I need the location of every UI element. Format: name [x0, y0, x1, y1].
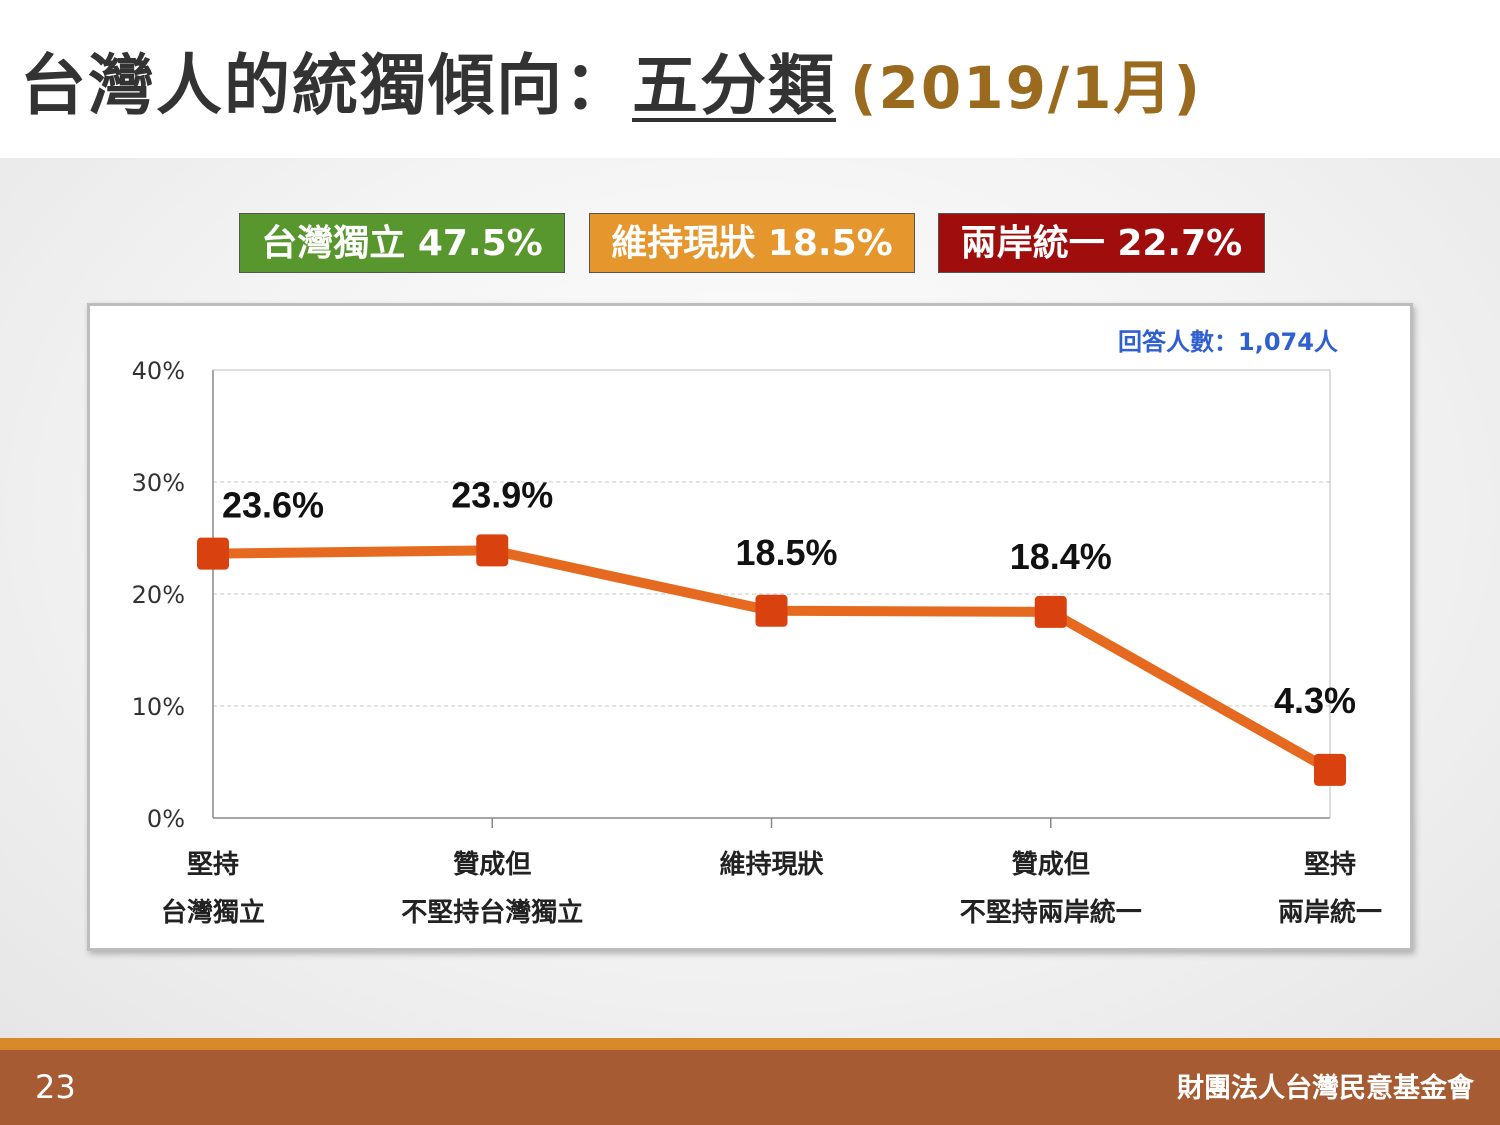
- x-category-label: 贊成但: [1012, 850, 1090, 880]
- footer-accent-line: [0, 1038, 1500, 1050]
- legend-status-quo: 維持現狀 18.5%: [589, 213, 915, 273]
- x-category-label: 堅持: [187, 850, 239, 880]
- data-label: 18.5%: [735, 532, 837, 573]
- data-point-marker: [755, 594, 788, 627]
- x-category-label: 台灣獨立: [161, 897, 265, 928]
- data-point-marker: [1314, 753, 1346, 786]
- y-axis-labels: 0% 10% 20% 30% 40%: [132, 357, 185, 833]
- respondents-count: 回答人數：1,074人: [1118, 328, 1338, 356]
- x-category-label: 贊成但: [453, 850, 531, 880]
- title-date: (2019/1月): [850, 54, 1202, 122]
- legend-independence: 台灣獨立 47.5%: [239, 213, 565, 273]
- title-main: 台灣人的統獨傾向：: [20, 47, 632, 124]
- x-category-label: 不堅持台灣獨立: [401, 897, 583, 928]
- data-point-marker: [197, 537, 229, 570]
- series-line: [212, 545, 1333, 775]
- chart-series: [197, 534, 1346, 786]
- title-bar: 台灣人的統獨傾向：五分類 (2019/1月): [0, 0, 1500, 158]
- y-tick-label: 30%: [132, 469, 185, 497]
- data-label: 23.9%: [451, 474, 553, 515]
- page-title: 台灣人的統獨傾向：五分類 (2019/1月): [20, 32, 1202, 128]
- x-category-label: 堅持: [1304, 850, 1356, 880]
- y-tick-label: 20%: [132, 581, 185, 609]
- data-labels: 23.6% 23.9% 18.5% 18.4% 4.3%: [222, 474, 1356, 721]
- page-number: 23: [35, 1068, 76, 1106]
- organization-name: 財團法人台灣民意基金會: [1177, 1073, 1474, 1104]
- y-tick-label: 0%: [147, 805, 185, 833]
- data-label: 4.3%: [1274, 680, 1356, 721]
- data-label: 18.4%: [1010, 536, 1112, 577]
- x-category-label: 不堅持兩岸統一: [960, 897, 1142, 928]
- legend-unification: 兩岸統一 22.7%: [938, 213, 1265, 273]
- chart-axes: [212, 369, 1331, 828]
- y-tick-label: 10%: [132, 693, 185, 721]
- data-point-marker: [1034, 595, 1067, 628]
- x-category-label: 維持現狀: [719, 849, 824, 880]
- data-point-marker: [476, 534, 509, 567]
- chart-frame: [87, 303, 1413, 951]
- y-tick-label: 40%: [132, 357, 185, 385]
- footer-bar: [0, 1050, 1500, 1125]
- data-label: 23.6%: [222, 485, 324, 526]
- title-emphasis: 五分類: [632, 47, 836, 124]
- x-category-label: 兩岸統一: [1278, 897, 1382, 928]
